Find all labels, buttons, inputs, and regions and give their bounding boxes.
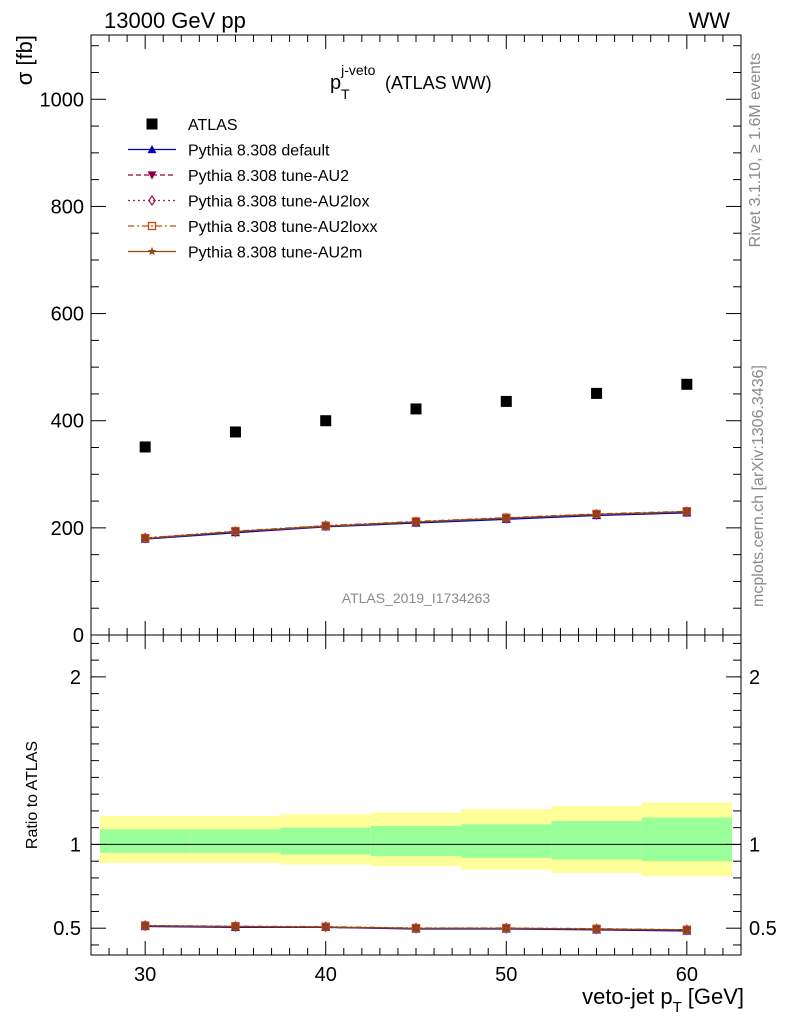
data-point	[139, 441, 151, 453]
ratio-point	[231, 922, 240, 931]
y-tick-label: 400	[51, 411, 84, 433]
data-point	[410, 403, 422, 415]
data-point	[321, 521, 330, 530]
y-tick-label: 1000	[40, 89, 85, 111]
uncertainty-band-inner	[551, 820, 642, 860]
main-panel: 0 200 400 600 800 1000 pj-veto T (ATLAS WW) σ…	[12, 34, 742, 647]
legend-entry: Pythia 8.308 tune-AU2lox	[188, 194, 369, 211]
legend-entry: Pythia 8.308 tune-AU2m	[188, 245, 362, 262]
mcplots-label: mcplots.cern.ch [arXiv:1306.3436]	[750, 365, 767, 607]
ratio-point	[411, 923, 421, 932]
uncertainty-band-inner	[280, 827, 371, 855]
legend: ATLAS Pythia 8.308 default Pythia 8.308 tu…	[128, 117, 377, 262]
header-energy-label: 13000 GeV pp	[104, 8, 246, 33]
ratio-point	[141, 920, 150, 932]
ratio-point	[412, 922, 420, 934]
ratio-point	[321, 921, 330, 933]
y-tick-label-right: 1	[749, 834, 760, 856]
x-axis-label-sub: T	[673, 999, 682, 1016]
rivet-version-label: Rivet 3.1.10, ≥ 1.6M events	[747, 53, 764, 248]
ratio-point	[682, 924, 691, 936]
y-tick-label: 600	[51, 304, 84, 326]
legend-marker	[147, 145, 157, 154]
ratio-point	[321, 922, 330, 931]
data-point	[229, 426, 241, 438]
ratio-point	[502, 923, 511, 932]
x-tick-label: 60	[676, 964, 698, 986]
legend-entry: ATLAS	[188, 117, 238, 134]
y-tick-label: 2	[70, 667, 81, 689]
x-axis-label-main: veto-jet p	[582, 984, 673, 1009]
legend-marker	[146, 118, 158, 130]
uncertainty-band-inner	[190, 829, 281, 853]
y-tick-label-right: 0.5	[749, 918, 777, 940]
uncertainty-band-inner	[461, 824, 552, 858]
y-tick-label: 1	[70, 834, 81, 856]
data-point	[231, 527, 240, 536]
main-title-sub: T	[341, 86, 350, 102]
main-title: pj-veto	[330, 62, 376, 94]
main-title-sup: j-veto	[340, 62, 375, 78]
uncertainty-band-inner	[641, 817, 732, 862]
data-point	[141, 532, 150, 544]
x-tick-label: 40	[315, 964, 337, 986]
uncertainty-band-inner	[370, 825, 462, 857]
y-tick-label: 0.5	[53, 918, 81, 940]
ratio-frame	[90, 634, 742, 956]
ratio-point	[682, 925, 692, 934]
y-tick-label: 200	[51, 518, 84, 540]
legend-marker	[147, 221, 157, 231]
main-y-axis-label: σ [fb]	[12, 35, 37, 85]
main-title-rest: (ATLAS WW)	[385, 73, 492, 93]
data-point	[140, 534, 150, 543]
legend-entry: Pythia 8.308 tune-AU2loxx	[188, 219, 377, 236]
data-point	[500, 395, 512, 407]
main-title-p: p	[330, 72, 341, 94]
analysis-watermark: ATLAS_2019_I1734263	[342, 590, 491, 606]
data-point	[592, 510, 601, 519]
data-point	[411, 517, 421, 526]
x-tick-label: 50	[495, 964, 517, 986]
data-point	[502, 513, 511, 522]
data-point	[320, 415, 332, 427]
legend-marker	[147, 247, 157, 256]
data-point	[682, 507, 692, 516]
header-process-label: WW	[688, 8, 730, 33]
y-tick-label-right: 2	[749, 667, 760, 689]
ratio-panel: 0.5 0.5 1 1 2 2 30 40 50 60 Ratio to ATLAS	[24, 634, 777, 986]
legend-entry: Pythia 8.308 default	[188, 143, 330, 160]
data-point	[591, 387, 603, 399]
ratio-point	[502, 922, 511, 934]
y-tick-label: 0	[73, 625, 84, 647]
legend-marker	[147, 171, 157, 180]
legend-entry: Pythia 8.308 tune-AU2	[188, 168, 349, 185]
ratio-point	[140, 921, 150, 930]
legend-marker	[148, 194, 156, 207]
x-axis-label: veto-jet pT [GeV]	[582, 984, 744, 1016]
y-tick-label: 800	[51, 196, 84, 218]
data-point	[681, 378, 693, 390]
ratio-y-axis-label: Ratio to ATLAS	[24, 741, 41, 849]
ratio-point	[592, 924, 601, 933]
uncertainty-band-inner	[100, 829, 191, 853]
x-tick-label: 30	[134, 964, 156, 986]
x-axis-label-rest: [GeV]	[688, 984, 744, 1009]
data-point	[321, 520, 330, 532]
